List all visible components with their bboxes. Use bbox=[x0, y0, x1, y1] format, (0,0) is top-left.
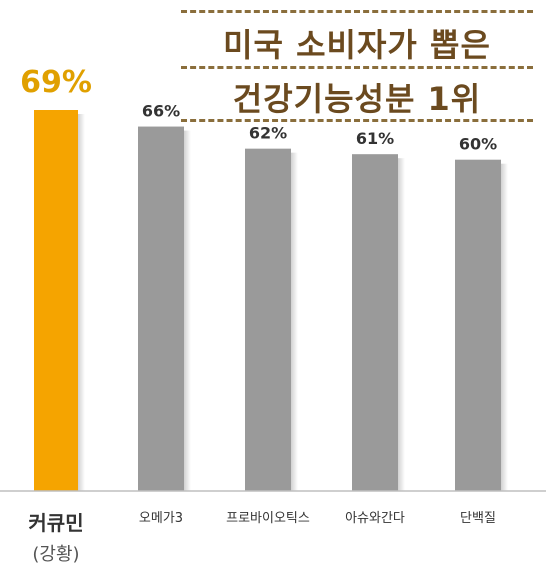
bar-shadow bbox=[78, 114, 85, 491]
bar-5 bbox=[455, 159, 501, 491]
category-label-2: 오메가3 bbox=[139, 511, 183, 526]
title-divider-top bbox=[181, 10, 533, 13]
bar-shadow bbox=[398, 158, 405, 491]
chart-title-line-2: 건강기능성분 1위 bbox=[232, 80, 482, 118]
title-divider-middle bbox=[181, 66, 533, 69]
bar-shadow bbox=[184, 130, 191, 491]
category-label-1: 커큐민 bbox=[28, 511, 83, 535]
bar-2 bbox=[138, 126, 184, 491]
category-label-3: 프로바이오틱스 bbox=[226, 511, 310, 526]
category-note-1: (강황) bbox=[32, 544, 79, 565]
title-divider-bottom bbox=[181, 119, 533, 122]
value-label-2: 66% bbox=[142, 102, 180, 121]
chart-title-line-1: 미국 소비자가 뽑은 bbox=[223, 26, 491, 64]
category-label-5: 단백질 bbox=[460, 511, 496, 526]
value-label-3: 62% bbox=[249, 124, 287, 143]
bar-shadow bbox=[291, 152, 298, 492]
bar-shadow bbox=[501, 163, 508, 491]
bar-4 bbox=[352, 154, 398, 491]
value-label-5: 60% bbox=[459, 135, 497, 154]
category-label-4: 아슈와간다 bbox=[345, 511, 405, 526]
bar-1 bbox=[34, 110, 78, 491]
chart-title: 미국 소비자가 뽑은 건강기능성분 1위 bbox=[181, 10, 533, 122]
value-label-1: 69% bbox=[20, 65, 92, 100]
value-label-4: 61% bbox=[356, 129, 394, 148]
bar-3 bbox=[245, 148, 291, 492]
